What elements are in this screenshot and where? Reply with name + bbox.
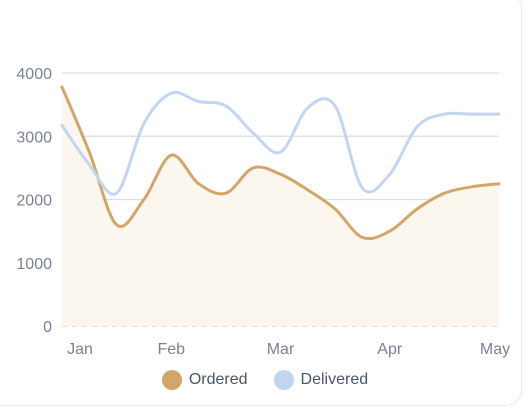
- y-tick-label: 1000: [16, 256, 52, 273]
- legend-label-ordered: Ordered: [189, 371, 248, 389]
- x-tick-label: Mar: [267, 341, 295, 358]
- y-tick-label: 0: [43, 319, 52, 336]
- legend-swatch-delivered: [274, 370, 294, 390]
- y-tick-label: 2000: [16, 193, 52, 210]
- x-tick-label: May: [480, 341, 510, 358]
- legend-item-delivered[interactable]: Delivered: [274, 370, 369, 390]
- legend-item-ordered[interactable]: Ordered: [162, 370, 248, 390]
- legend-label-delivered: Delivered: [301, 371, 369, 389]
- y-tick-label: 4000: [16, 66, 52, 83]
- x-axis-ticks: Jan Feb Mar Apr May: [67, 341, 510, 358]
- y-tick-label: 3000: [16, 129, 52, 146]
- legend-swatch-ordered: [162, 370, 182, 390]
- line-area-chart: 0 1000 2000 3000 4000 Jan Feb Mar Apr May: [0, 0, 530, 370]
- x-tick-label: Feb: [157, 341, 185, 358]
- x-tick-label: Jan: [67, 341, 93, 358]
- y-axis-ticks: 0 1000 2000 3000 4000: [16, 66, 52, 336]
- legend: Ordered Delivered: [0, 370, 530, 390]
- x-tick-label: Apr: [377, 341, 403, 358]
- series-area-ordered: [62, 87, 499, 326]
- series-areas: [62, 87, 499, 326]
